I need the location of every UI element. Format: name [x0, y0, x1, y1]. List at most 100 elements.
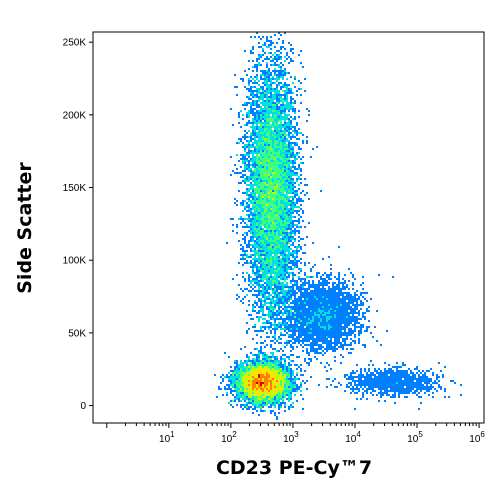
density-cell — [246, 394, 248, 396]
density-cell — [326, 316, 328, 318]
density-cell — [312, 310, 314, 312]
density-cell — [254, 90, 256, 92]
density-cell — [274, 326, 276, 328]
density-cell — [348, 298, 350, 300]
density-cell — [380, 344, 382, 346]
density-cell — [266, 354, 268, 356]
density-cell — [286, 256, 288, 258]
density-cell — [286, 226, 288, 228]
density-cell — [248, 112, 250, 114]
density-cell — [294, 332, 296, 334]
density-cell — [270, 394, 272, 396]
density-cell — [292, 274, 294, 276]
density-cell — [248, 216, 250, 218]
density-cell — [270, 152, 272, 154]
density-cell — [250, 224, 252, 226]
density-cell — [242, 154, 244, 156]
density-cell — [272, 206, 274, 208]
density-cell — [284, 318, 286, 320]
density-cell — [256, 60, 258, 62]
density-cell — [320, 318, 322, 320]
density-cell — [282, 72, 284, 74]
density-cell — [284, 194, 286, 196]
density-cell — [268, 356, 270, 358]
density-cell — [332, 334, 334, 336]
density-cell — [296, 320, 298, 322]
density-cell — [310, 286, 312, 288]
density-cell — [276, 250, 278, 252]
density-cell — [290, 324, 292, 326]
density-cell — [294, 306, 296, 308]
density-cell — [280, 76, 282, 78]
density-cell — [306, 140, 308, 142]
density-cell — [280, 388, 282, 390]
density-cell — [256, 376, 258, 378]
density-cell — [286, 90, 288, 92]
density-cell — [298, 356, 300, 358]
density-cell — [282, 358, 284, 360]
density-cell — [262, 310, 264, 312]
density-cell — [286, 176, 288, 178]
density-cell — [290, 252, 292, 254]
density-cell — [300, 316, 302, 318]
density-cell — [300, 390, 302, 392]
density-cell — [258, 104, 260, 106]
density-cell — [242, 80, 244, 82]
density-cell — [282, 100, 284, 102]
density-cell — [264, 118, 266, 120]
density-cell — [266, 360, 268, 362]
density-cell — [280, 300, 282, 302]
density-cell — [274, 290, 276, 292]
density-cell — [314, 296, 316, 298]
density-cell — [294, 304, 296, 306]
density-cell — [276, 178, 278, 180]
density-cell — [296, 202, 298, 204]
density-cell — [266, 280, 268, 282]
density-cell — [262, 172, 264, 174]
density-cell — [252, 230, 254, 232]
density-cell — [298, 312, 300, 314]
density-cell — [330, 304, 332, 306]
density-cell — [266, 198, 268, 200]
density-cell — [276, 180, 278, 182]
density-cell — [276, 200, 278, 202]
density-cell — [274, 88, 276, 90]
density-cell — [240, 154, 242, 156]
density-cell — [280, 98, 282, 100]
density-cell — [248, 356, 250, 358]
density-cell — [246, 364, 248, 366]
density-cell — [254, 244, 256, 246]
density-cell — [272, 124, 274, 126]
density-cell — [256, 232, 258, 234]
density-cell — [278, 78, 280, 80]
density-cell — [252, 192, 254, 194]
density-cell — [296, 174, 298, 176]
density-cell — [274, 280, 276, 282]
density-cell — [266, 270, 268, 272]
density-cell — [258, 364, 260, 366]
density-cell — [364, 316, 366, 318]
density-cell — [268, 194, 270, 196]
density-cell — [290, 190, 292, 192]
density-cell — [276, 318, 278, 320]
density-cell — [260, 156, 262, 158]
density-cell — [278, 296, 280, 298]
density-cell — [254, 262, 256, 264]
density-cell — [300, 192, 302, 194]
density-cell — [264, 302, 266, 304]
density-cell — [278, 164, 280, 166]
density-cell — [286, 322, 288, 324]
density-cell — [258, 284, 260, 286]
density-cell — [302, 302, 304, 304]
density-cell — [302, 330, 304, 332]
density-cell — [268, 126, 270, 128]
density-cell — [260, 390, 262, 392]
density-cell — [266, 102, 268, 104]
density-cell — [256, 66, 258, 68]
density-cell — [286, 312, 288, 314]
density-cell — [252, 212, 254, 214]
density-cell — [288, 180, 290, 182]
density-cell — [252, 170, 254, 172]
density-cell — [276, 148, 278, 150]
density-cell — [270, 238, 272, 240]
